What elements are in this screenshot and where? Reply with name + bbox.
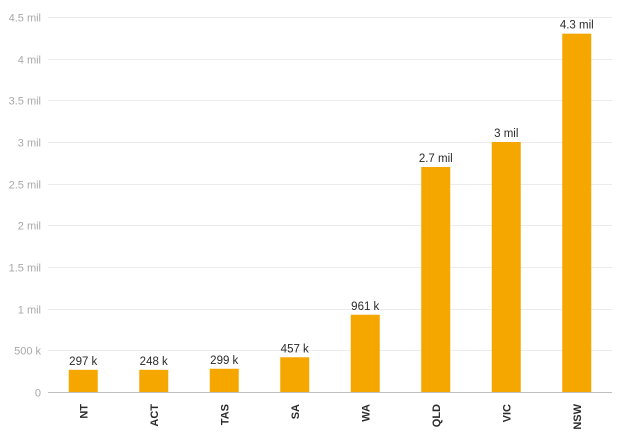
y-tick-label: 2.5 mil: [9, 180, 41, 192]
data-label: 4.3 mil: [560, 20, 594, 32]
x-tick-label: SA: [290, 404, 302, 419]
data-label: 2.7 mil: [419, 153, 453, 165]
y-tick-label: 0: [35, 388, 41, 400]
data-label: 248 k: [140, 356, 168, 368]
data-label: 457 k: [281, 343, 309, 355]
x-tick-label: QLD: [431, 404, 443, 427]
y-tick-label: 1.5 mil: [9, 263, 41, 275]
bar-sa: [280, 357, 310, 392]
y-tick-label: 1 mil: [18, 305, 41, 317]
bar-qld: [421, 167, 451, 392]
y-axis-ticks: 0 500 k 1 mil 1.5 mil 2 mil 2.5 mil 3 mil 3.5 m…: [9, 13, 42, 400]
y-tick-label: 3.5 mil: [9, 96, 41, 108]
bar-nsw: [562, 33, 592, 393]
x-axis-ticks: NT ACT TAS SA WA QLD VIC NSW: [78, 403, 584, 429]
y-tick-label: 4 mil: [18, 55, 41, 67]
x-tick-label: VIC: [501, 404, 513, 422]
bar-act: [139, 369, 169, 392]
x-tick-label: ACT: [149, 404, 161, 427]
y-tick-label: 500 k: [14, 346, 41, 358]
y-tick-label: 4.5 mil: [9, 13, 41, 25]
data-label: 297 k: [69, 356, 97, 368]
x-tick-label: TAS: [219, 404, 231, 425]
data-label: 3 mil: [494, 128, 518, 140]
y-tick-label: 2 mil: [18, 221, 41, 233]
bars: [68, 33, 592, 393]
data-label: 961 k: [351, 301, 379, 313]
gridlines: [48, 17, 612, 393]
data-label: 299 k: [210, 355, 238, 367]
y-tick-label: 3 mil: [18, 138, 41, 150]
x-tick-label: NT: [78, 404, 90, 419]
bar-tas: [209, 368, 239, 392]
x-tick-label: WA: [360, 404, 372, 422]
bar-nt: [68, 369, 98, 392]
x-tick-label: NSW: [572, 403, 584, 429]
bar-wa: [350, 314, 380, 392]
data-labels: 297 k 248 k 299 k 457 k 961 k 2.7 mil 3 mil 4.3…: [69, 20, 594, 368]
bar-vic: [491, 142, 521, 392]
